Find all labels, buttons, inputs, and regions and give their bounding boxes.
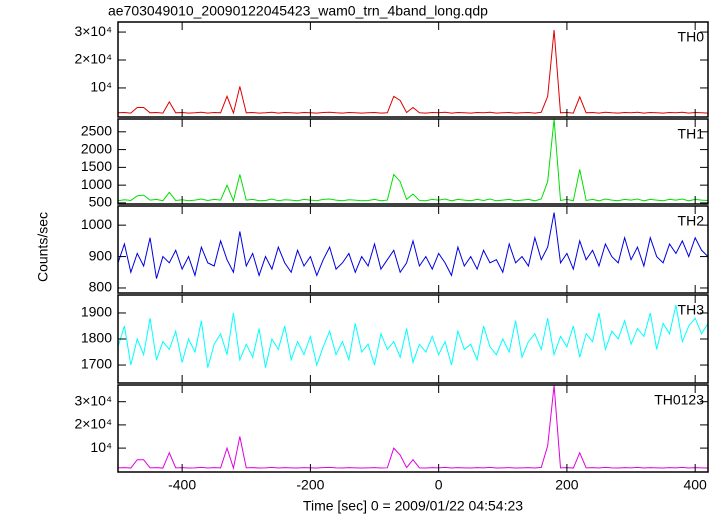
series-line (118, 30, 708, 115)
y-tick-label: 10⁴ (90, 439, 112, 455)
y-tick-label: 2500 (81, 123, 112, 139)
panel-label: TH0 (678, 29, 705, 45)
panel-frame (117, 118, 709, 205)
series-line (118, 305, 708, 368)
y-tick-label: 3×10⁴ (74, 23, 112, 39)
y-tick-label: 500 (89, 194, 113, 210)
series-line (118, 385, 708, 471)
panel-label: TH1 (678, 126, 705, 142)
panel-frame (117, 294, 709, 384)
y-tick-label: 2×10⁴ (74, 416, 112, 432)
y-axis-label: Counts/sec (35, 212, 51, 282)
y-tick-label: 1800 (81, 330, 112, 346)
x-tick-label: 200 (555, 477, 579, 493)
panel-label: TH0123 (654, 392, 704, 408)
panel-frame (117, 21, 709, 118)
y-tick-label: 2×10⁴ (74, 51, 112, 67)
y-tick-label: 900 (89, 247, 113, 263)
x-axis-label: Time [sec] 0 = 2009/01/22 04:54:23 (303, 498, 523, 514)
series-line (118, 212, 708, 279)
x-tick-label: -400 (168, 477, 196, 493)
x-tick-label: -200 (296, 477, 324, 493)
panel-frame (117, 384, 709, 473)
y-tick-label: 3×10⁴ (74, 392, 112, 408)
y-tick-label: 1900 (81, 304, 112, 320)
panel-frame (117, 205, 709, 294)
y-tick-label: 10⁴ (90, 79, 112, 95)
panel-label: TH2 (678, 213, 705, 229)
y-tick-label: 1700 (81, 356, 112, 372)
series-line (118, 119, 708, 203)
chart-title: ae703049010_20090122045423_wam0_trn_4ban… (108, 3, 488, 19)
x-tick-label: 400 (683, 477, 707, 493)
y-tick-label: 800 (89, 279, 113, 295)
y-tick-label: 1500 (81, 158, 112, 174)
x-tick-label: 0 (435, 477, 443, 493)
y-tick-label: 1000 (81, 176, 112, 192)
panel-label: TH3 (678, 302, 705, 318)
y-tick-label: 2000 (81, 140, 112, 156)
y-tick-label: 1000 (81, 216, 112, 232)
